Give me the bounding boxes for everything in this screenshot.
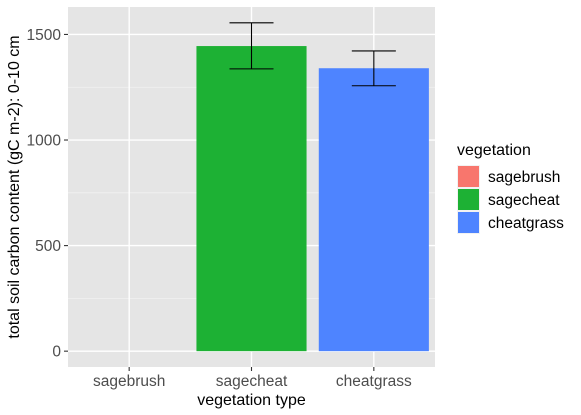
- y-tick-label: 500: [35, 238, 61, 255]
- y-tick-label: 1500: [27, 27, 62, 44]
- x-axis-title: vegetation type: [197, 392, 306, 409]
- legend-title: vegetation: [457, 142, 531, 159]
- legend-swatch-sagebrush: [458, 166, 479, 187]
- x-tick-label: sagebrush: [93, 373, 165, 390]
- legend-label: sagebrush: [488, 169, 560, 186]
- bars: [196, 46, 429, 352]
- y-axis-title: total soil carbon content (gC m-2): 0-10…: [6, 35, 23, 338]
- legend-label: cheatgrass: [488, 215, 564, 232]
- legend-swatch-sagecheat: [458, 189, 479, 210]
- x-tick-label: sagecheat: [216, 373, 288, 390]
- legend-label: sagecheat: [488, 192, 560, 209]
- bar-cheatgrass: [318, 68, 429, 352]
- legend: vegetation sagebrush sagecheat cheatgrass: [457, 142, 564, 234]
- x-tick-label: cheatgrass: [336, 373, 412, 390]
- y-tick-label: 0: [52, 344, 61, 361]
- y-tick-label: 1000: [27, 133, 62, 150]
- x-axis: sagebrush sagecheat cheatgrass: [93, 367, 412, 390]
- y-axis: 0 500 1000 1500: [27, 27, 68, 361]
- bar-sagecheat: [196, 46, 307, 352]
- error-bars: [229, 22, 396, 87]
- legend-swatch-cheatgrass: [458, 212, 479, 233]
